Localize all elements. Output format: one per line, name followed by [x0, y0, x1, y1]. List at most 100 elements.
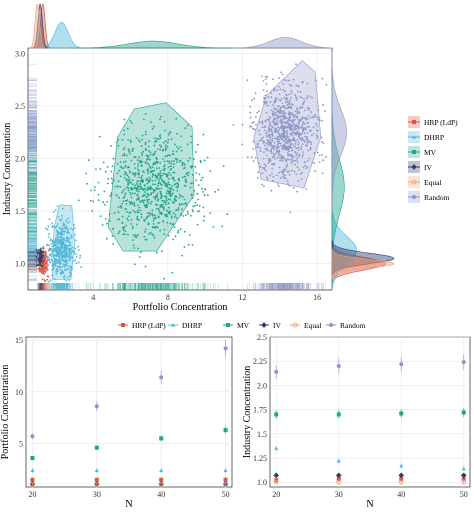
random-point: [261, 126, 264, 128]
random-point: [266, 178, 269, 181]
random-point: [321, 172, 324, 175]
mv-point: [136, 215, 139, 218]
random-point: [241, 123, 244, 126]
mv-point: [109, 219, 111, 222]
mv-point: [163, 228, 166, 231]
mv-point: [167, 177, 170, 180]
random-point: [257, 143, 259, 145]
mv-point: [222, 165, 225, 167]
mv-point: [122, 200, 125, 203]
random-point: [297, 180, 299, 182]
random-point: [275, 97, 277, 99]
random-point: [307, 160, 309, 162]
hrp-ldp-point: [461, 477, 466, 482]
random-point: [249, 106, 252, 108]
random-point: [270, 125, 273, 128]
mv-point: [142, 150, 145, 153]
mv-point: [104, 170, 107, 173]
mv-point: [175, 150, 178, 153]
mv-point: [146, 189, 149, 192]
mv-point: [154, 179, 157, 182]
mv-point: [111, 182, 114, 185]
random-point: [276, 119, 279, 121]
mv-point: [175, 186, 178, 189]
random-point: [262, 100, 265, 103]
random-point: [30, 434, 35, 439]
random-point: [258, 140, 261, 142]
mv-point: [184, 184, 187, 187]
mv-point: [121, 154, 124, 157]
random-point: [304, 127, 307, 129]
mv-point: [143, 204, 146, 207]
random-point: [271, 78, 274, 81]
dhrp-point: [49, 279, 52, 282]
mv-point: [139, 183, 142, 186]
mv-point: [157, 172, 160, 175]
equal-x-density: [29, 3, 46, 49]
mv-point: [196, 192, 199, 195]
random-point: [278, 185, 280, 188]
mv-point: [142, 201, 145, 204]
random-point: [292, 136, 295, 139]
hrp-ldp-point: [42, 247, 45, 250]
mv-point: [144, 130, 147, 133]
random-point: [275, 148, 278, 151]
dhrp-legend-marker: [412, 135, 416, 139]
random-point: [271, 146, 274, 148]
mv-point: [157, 215, 160, 218]
hrp-ldp-point: [46, 267, 48, 270]
random-point: [280, 133, 283, 135]
random-point: [294, 110, 297, 113]
random-point: [262, 157, 265, 160]
mv-point: [121, 222, 124, 225]
mv-point: [177, 209, 180, 211]
dhrp-point: [49, 261, 52, 264]
mv-point: [169, 131, 172, 134]
random-point: [278, 93, 281, 95]
mv-point: [138, 176, 141, 179]
dhrp-point: [45, 227, 47, 230]
mv-point: [175, 209, 178, 212]
random-point: [261, 122, 264, 125]
mv-point: [192, 210, 194, 213]
mv-point: [119, 205, 122, 208]
random-point: [325, 155, 327, 158]
dhrp-point: [63, 233, 65, 236]
mv-point: [92, 200, 95, 203]
random-point: [277, 183, 279, 185]
random-point: [223, 346, 228, 351]
mv-point: [153, 144, 156, 147]
mv-point: [194, 202, 197, 204]
random-point: [246, 79, 249, 82]
mv-point: [182, 195, 184, 198]
dhrp-point: [57, 233, 59, 236]
mv-point: [130, 218, 133, 221]
mv-point: [149, 186, 152, 189]
random-point: [287, 119, 289, 121]
mv-point: [110, 192, 113, 195]
random-point: [309, 146, 312, 149]
dhrp-point: [67, 245, 70, 248]
mv-point: [159, 148, 162, 151]
mv-point: [127, 166, 130, 169]
random-point: [282, 125, 285, 128]
mv-point: [125, 154, 128, 157]
dhrp-point: [66, 252, 69, 255]
mv-point: [106, 182, 109, 185]
mv-point: [152, 223, 155, 225]
random-point: [265, 164, 267, 167]
mv-point: [146, 168, 149, 171]
x-tick-label: 8: [166, 293, 170, 302]
dhrp-point: [71, 228, 74, 231]
dhrp-point: [80, 266, 82, 268]
mv-point: [158, 179, 161, 182]
random-point: [264, 78, 267, 80]
mv-point: [146, 200, 149, 203]
hrp-ldp-point: [45, 265, 48, 268]
random-point: [268, 136, 270, 139]
mv-point: [198, 210, 201, 212]
random-point: [297, 111, 300, 113]
random-point: [280, 170, 283, 172]
random-point: [267, 144, 270, 146]
mv-point: [154, 203, 157, 206]
